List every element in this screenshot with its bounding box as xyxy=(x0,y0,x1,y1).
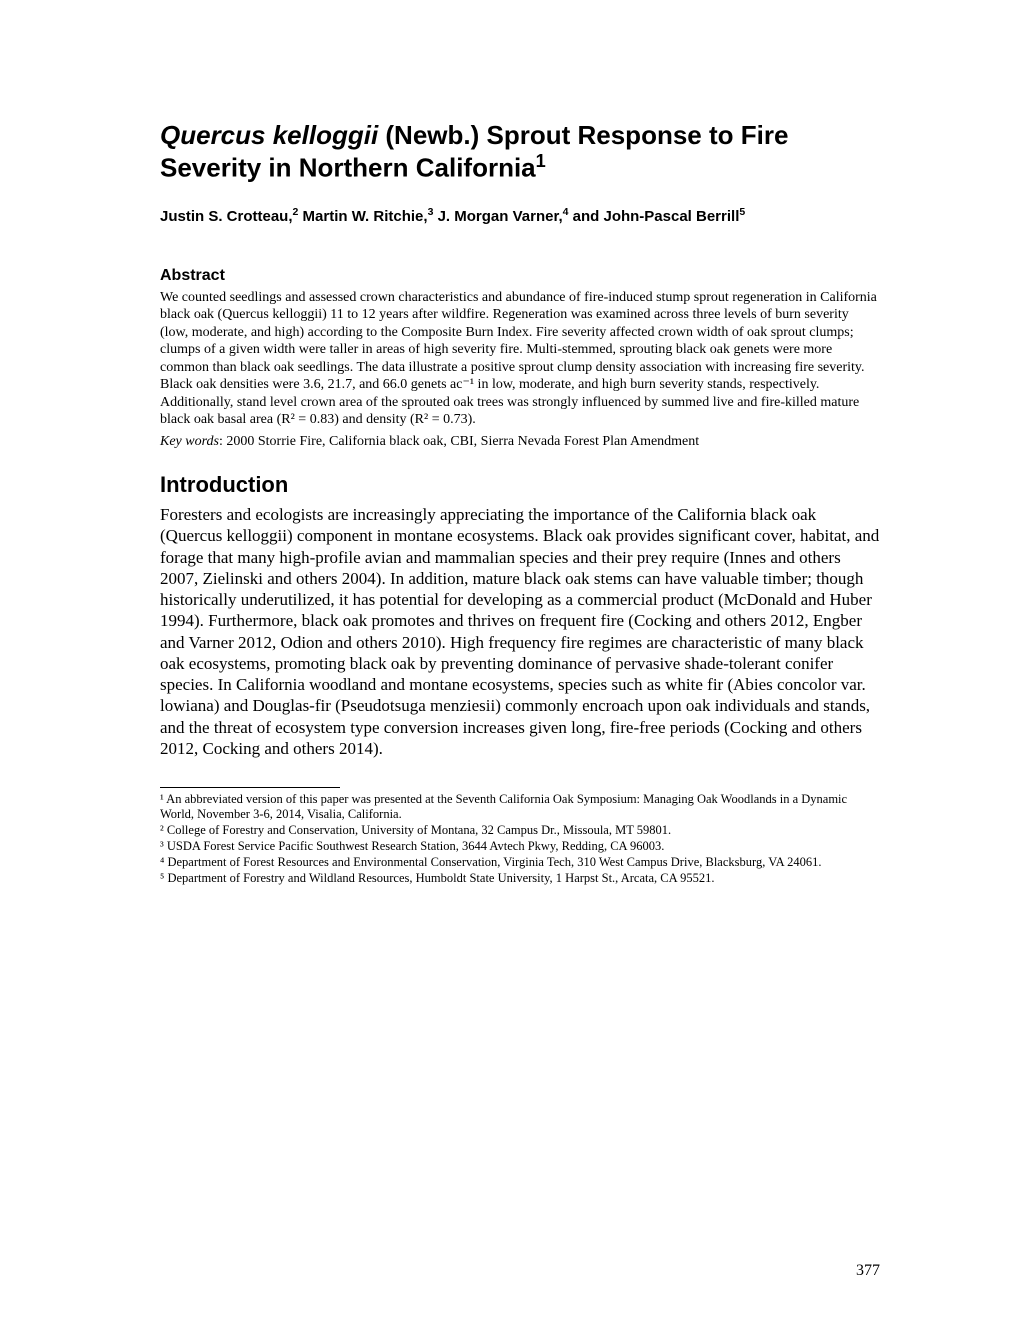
footnote-2: ² College of Forestry and Conservation, … xyxy=(160,823,880,838)
introduction-body: Foresters and ecologists are increasingl… xyxy=(160,504,880,759)
page-number: 377 xyxy=(856,1262,880,1280)
title-footnote-ref: 1 xyxy=(536,151,546,171)
keywords: Key words: 2000 Storrie Fire, California… xyxy=(160,433,880,451)
page: Quercus kelloggii (Newb.) Sprout Respons… xyxy=(0,0,1020,1320)
title-italic: Quercus kelloggii xyxy=(160,120,378,150)
abstract-heading: Abstract xyxy=(160,267,880,285)
author-4-ref: 5 xyxy=(739,206,745,218)
keywords-label: Key words xyxy=(160,434,219,449)
footnote-4: ⁴ Department of Forest Resources and Env… xyxy=(160,855,880,870)
abstract-body: We counted seedlings and assessed crown … xyxy=(160,289,880,429)
paper-title: Quercus kelloggii (Newb.) Sprout Respons… xyxy=(160,120,880,184)
footnote-3: ³ USDA Forest Service Pacific Southwest … xyxy=(160,839,880,854)
introduction-heading: Introduction xyxy=(160,472,880,498)
authors: Justin S. Crotteau,2 Martin W. Ritchie,3… xyxy=(160,206,880,227)
footnote-1: ¹ An abbreviated version of this paper w… xyxy=(160,792,880,822)
footnote-rule xyxy=(160,787,340,788)
footnote-5: ⁵ Department of Forestry and Wildland Re… xyxy=(160,871,880,886)
author-2: Martin W. Ritchie, xyxy=(298,208,427,225)
author-3: J. Morgan Varner, xyxy=(433,208,562,225)
author-1: Justin S. Crotteau, xyxy=(160,208,293,225)
author-4: and John-Pascal Berrill xyxy=(568,208,739,225)
keywords-text: : 2000 Storrie Fire, California black oa… xyxy=(219,434,699,449)
